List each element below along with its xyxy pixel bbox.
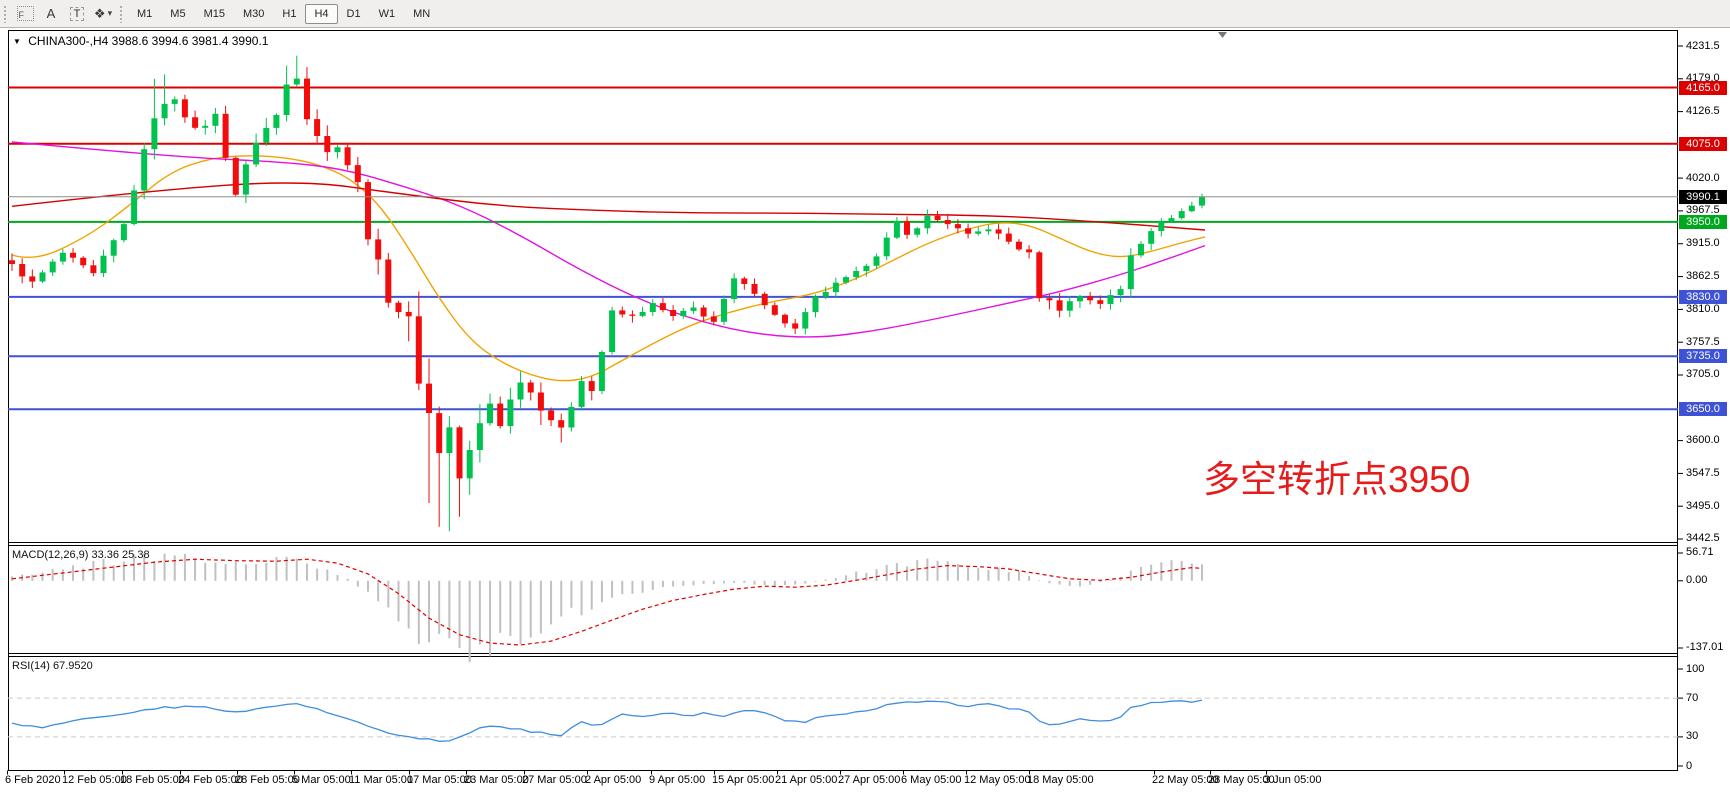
price-level-badge: 4165.0 <box>1679 80 1727 95</box>
text-a-icon: A <box>46 6 56 21</box>
price-tick-label: 3862.5 <box>1686 270 1720 283</box>
time-tick-label: 12 Feb 05:00 <box>62 774 127 786</box>
indicator-frame-tool-button[interactable]: F <box>13 3 37 25</box>
shapes-icon: ❖ <box>93 5 106 21</box>
time-tick-label: 3 Jun 05:00 <box>1264 774 1322 786</box>
time-tick-label: 5 Mar 05:00 <box>292 774 351 786</box>
symbol-dropdown-icon[interactable]: ▼ <box>13 37 21 46</box>
timeframe-button-d1[interactable]: D1 <box>346 7 361 20</box>
price-tick-label: 4020.0 <box>1686 171 1720 184</box>
timeframe-button-h4[interactable]: H4 <box>305 3 338 24</box>
time-tick-label: 12 May 05:00 <box>964 774 1031 786</box>
price-tick-label: 3547.5 <box>1686 466 1720 479</box>
time-tick-label: 24 Feb 05:00 <box>178 774 243 786</box>
shapes-button[interactable]: ❖ ▾ <box>91 3 115 25</box>
rsi-panel-label: RSI(14) 67.9520 <box>12 660 93 672</box>
timeframe-button-m5[interactable]: M5 <box>170 7 186 20</box>
toolbar-drag-handle[interactable] <box>3 4 8 23</box>
ohlc-values: 3988.6 3994.6 3981.4 3990.1 <box>111 34 269 48</box>
timeframe-button-m30[interactable]: M30 <box>242 7 265 20</box>
time-tick-label: 18 May 05:00 <box>1027 774 1094 786</box>
symbol-name: CHINA300-,H4 <box>28 34 109 48</box>
time-tick-label: 22 May 05:00 <box>1152 774 1219 786</box>
time-tick-label: 17 Mar 05:00 <box>407 774 472 786</box>
time-tick-label: 6 May 05:00 <box>901 774 962 786</box>
text-annotation-button[interactable]: A <box>39 3 63 25</box>
price-level-badge: 4075.0 <box>1679 136 1727 151</box>
price-tick-label: 3915.0 <box>1686 237 1720 250</box>
timeframe-button-mn[interactable]: MN <box>413 7 431 20</box>
rsi-tick-label: 70 <box>1686 691 1699 704</box>
price-tick-label: 3967.5 <box>1686 204 1720 217</box>
chart-title: ▼ CHINA300-,H4 3988.6 3994.6 3981.4 3990… <box>13 34 268 48</box>
chart-shift-marker-icon <box>1218 32 1227 38</box>
toolbar: F A T ❖ ▾ M1 M5 M15 M30 H1 H4 D1 W1 MN <box>0 0 1730 28</box>
price-level-badge: 3990.1 <box>1679 189 1727 204</box>
price-level-badge: 3735.0 <box>1679 349 1727 364</box>
chevron-down-icon: ▾ <box>107 8 113 18</box>
price-tick-label: 3442.5 <box>1686 532 1720 545</box>
timeframe-toolbar-handle[interactable] <box>119 4 124 23</box>
time-tick-label: 18 Feb 05:00 <box>120 774 185 786</box>
time-tick-label: 15 Apr 05:00 <box>712 774 775 786</box>
time-tick-label: 2 Apr 05:00 <box>585 774 642 786</box>
rsi-tick-label: 30 <box>1686 730 1699 743</box>
time-axis[interactable]: 6 Feb 2020 12 Feb 05:00 18 Feb 05:00 24 Feb… <box>0 772 1730 792</box>
price-tick-label: 3495.0 <box>1686 499 1720 512</box>
price-tick-label: 3810.0 <box>1686 302 1720 315</box>
time-tick-label: 28 Feb 05:00 <box>235 774 300 786</box>
macd-tick-label: -137.01 <box>1686 641 1724 654</box>
time-tick-label: 28 May 05:00 <box>1208 774 1275 786</box>
price-tick-label: 4231.5 <box>1686 39 1720 52</box>
rsi-tick-label: 0 <box>1686 759 1693 772</box>
text-label-icon: T <box>69 6 85 21</box>
text-label-button[interactable]: T <box>65 3 89 25</box>
timeframe-button-m1[interactable]: M1 <box>137 7 153 20</box>
time-tick-label: 21 Apr 05:00 <box>775 774 838 786</box>
time-tick-label: 9 Apr 05:00 <box>649 774 706 786</box>
price-tick-label: 3705.0 <box>1686 368 1720 381</box>
time-tick-label: 27 Apr 05:00 <box>838 774 901 786</box>
price-tick-label: 3600.0 <box>1686 434 1720 447</box>
price-axis[interactable]: 4231.5 4179.0 4126.5 4020.0 3967.5 3915.0 3862… <box>1678 0 1730 772</box>
time-tick-label: 6 Feb 2020 <box>5 774 61 786</box>
price-level-badge: 3830.0 <box>1679 289 1727 304</box>
rsi-tick-label: 100 <box>1686 662 1705 675</box>
price-tick-label: 3757.5 <box>1686 335 1720 348</box>
frame-icon: F <box>16 6 34 21</box>
price-level-badge: 3650.0 <box>1679 402 1727 417</box>
timeframe-button-w1[interactable]: W1 <box>378 7 396 20</box>
timeframe-button-m15[interactable]: M15 <box>203 7 225 20</box>
timeframe-button-h1[interactable]: H1 <box>282 7 297 20</box>
annotation-text: 多空转折点3950 <box>1203 459 1471 500</box>
time-tick-label: 11 Mar 05:00 <box>349 774 414 786</box>
time-tick-label: 23 Mar 05:00 <box>464 774 529 786</box>
macd-tick-label: 56.71 <box>1686 546 1714 559</box>
time-tick-label: 27 Mar 05:00 <box>522 774 587 786</box>
price-tick-label: 4126.5 <box>1686 105 1720 118</box>
macd-tick-label: 0.00 <box>1686 574 1708 587</box>
price-level-badge: 3950.0 <box>1679 214 1727 229</box>
macd-panel-label: MACD(12,26,9) 33.36 25.38 <box>12 549 150 561</box>
